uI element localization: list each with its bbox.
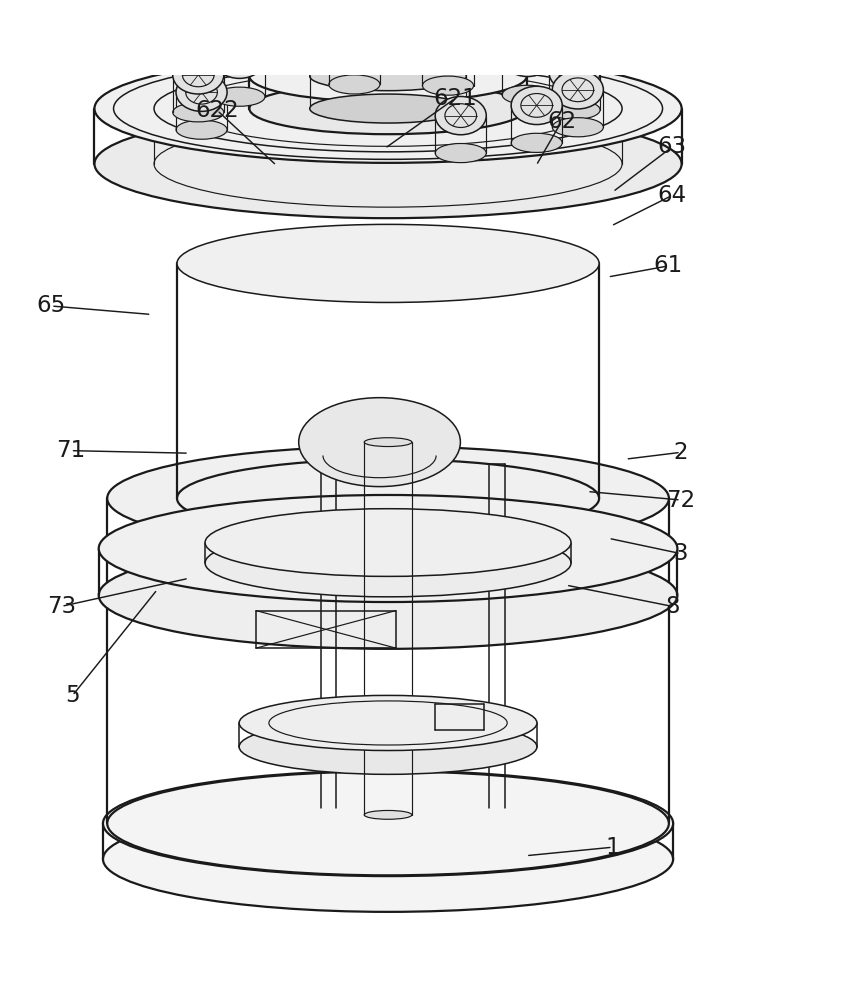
Text: 62: 62 (547, 110, 576, 133)
Ellipse shape (364, 438, 412, 447)
Ellipse shape (299, 398, 460, 487)
Ellipse shape (435, 96, 486, 135)
Ellipse shape (214, 40, 265, 78)
Ellipse shape (328, 28, 380, 66)
Text: 65: 65 (37, 294, 66, 317)
Ellipse shape (214, 87, 265, 106)
Ellipse shape (173, 56, 224, 94)
Ellipse shape (173, 103, 224, 122)
Ellipse shape (328, 75, 380, 94)
Text: 71: 71 (56, 439, 85, 462)
Ellipse shape (205, 529, 571, 597)
Ellipse shape (552, 118, 603, 137)
Ellipse shape (107, 771, 669, 875)
Text: 63: 63 (658, 135, 687, 158)
Ellipse shape (103, 806, 673, 912)
Ellipse shape (310, 62, 466, 91)
Ellipse shape (549, 100, 600, 119)
Text: 72: 72 (666, 489, 695, 512)
Text: 5: 5 (65, 684, 80, 707)
Ellipse shape (435, 143, 486, 163)
Ellipse shape (549, 53, 600, 92)
Text: 64: 64 (658, 184, 687, 207)
Ellipse shape (205, 509, 571, 576)
Text: 621: 621 (433, 87, 477, 110)
Ellipse shape (94, 110, 682, 218)
Ellipse shape (239, 695, 537, 751)
Ellipse shape (249, 83, 527, 134)
Text: 8: 8 (665, 595, 680, 618)
Text: 61: 61 (654, 254, 683, 277)
Text: 73: 73 (47, 595, 76, 618)
Ellipse shape (364, 810, 412, 819)
Text: 622: 622 (195, 99, 239, 122)
Ellipse shape (511, 133, 563, 152)
Ellipse shape (176, 73, 227, 111)
Ellipse shape (502, 85, 553, 104)
Ellipse shape (310, 94, 466, 123)
Ellipse shape (99, 495, 677, 602)
Ellipse shape (502, 38, 553, 77)
Ellipse shape (94, 54, 682, 163)
Ellipse shape (177, 459, 599, 537)
Ellipse shape (177, 224, 599, 302)
Ellipse shape (176, 120, 227, 139)
Ellipse shape (511, 86, 563, 125)
Text: 2: 2 (673, 441, 688, 464)
Text: 1: 1 (605, 836, 620, 859)
Ellipse shape (239, 719, 537, 774)
Ellipse shape (249, 51, 527, 102)
Ellipse shape (422, 29, 473, 67)
Ellipse shape (107, 446, 669, 550)
Ellipse shape (103, 771, 673, 876)
Text: 3: 3 (673, 542, 688, 565)
Ellipse shape (552, 71, 603, 109)
Ellipse shape (422, 76, 473, 95)
Ellipse shape (99, 542, 677, 649)
